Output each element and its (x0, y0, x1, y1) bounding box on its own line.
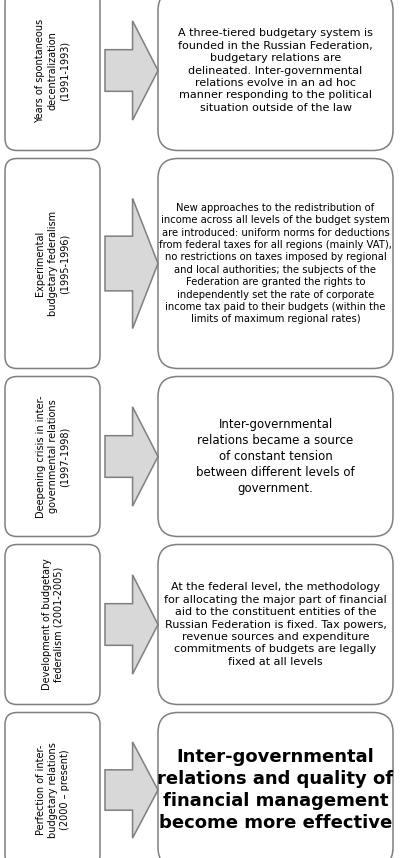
Text: At the federal level, the methodology
for allocating the major part of financial: At the federal level, the methodology fo… (164, 583, 387, 667)
FancyBboxPatch shape (5, 0, 100, 150)
FancyBboxPatch shape (158, 545, 393, 704)
Text: Inter-governmental
relations and quality of
financial management
become more eff: Inter-governmental relations and quality… (158, 747, 394, 832)
Text: Perfection of inter-
budgetary relations
(2000 – present): Perfection of inter- budgetary relations… (35, 742, 69, 838)
FancyBboxPatch shape (5, 545, 100, 704)
Text: Development of budgetary
federalism (2001-2005): Development of budgetary federalism (200… (42, 559, 64, 691)
Polygon shape (105, 742, 158, 838)
FancyBboxPatch shape (158, 712, 393, 858)
Polygon shape (105, 198, 158, 329)
FancyBboxPatch shape (158, 0, 393, 150)
FancyBboxPatch shape (158, 377, 393, 536)
Text: Experimental
budgetary federalism
(1995-1996): Experimental budgetary federalism (1995-… (35, 211, 69, 316)
FancyBboxPatch shape (5, 377, 100, 536)
Polygon shape (105, 575, 158, 674)
Text: New approaches to the redistribution of
income across all levels of the budget s: New approaches to the redistribution of … (159, 202, 392, 324)
Polygon shape (105, 21, 158, 120)
FancyBboxPatch shape (5, 159, 100, 368)
Polygon shape (105, 407, 158, 506)
Text: Deepening crisis in inter-
governmental relations
(1997-1998): Deepening crisis in inter- governmental … (35, 396, 69, 517)
FancyBboxPatch shape (158, 159, 393, 368)
Text: Years of spontaneous
decentralization
(1991-1993): Years of spontaneous decentralization (1… (35, 18, 69, 123)
Text: Inter-governmental
relations became a source
of constant tension
between differe: Inter-governmental relations became a so… (196, 418, 355, 495)
Text: A three-tiered budgetary system is
founded in the Russian Federation,
budgetary : A three-tiered budgetary system is found… (178, 28, 373, 112)
FancyBboxPatch shape (5, 712, 100, 858)
